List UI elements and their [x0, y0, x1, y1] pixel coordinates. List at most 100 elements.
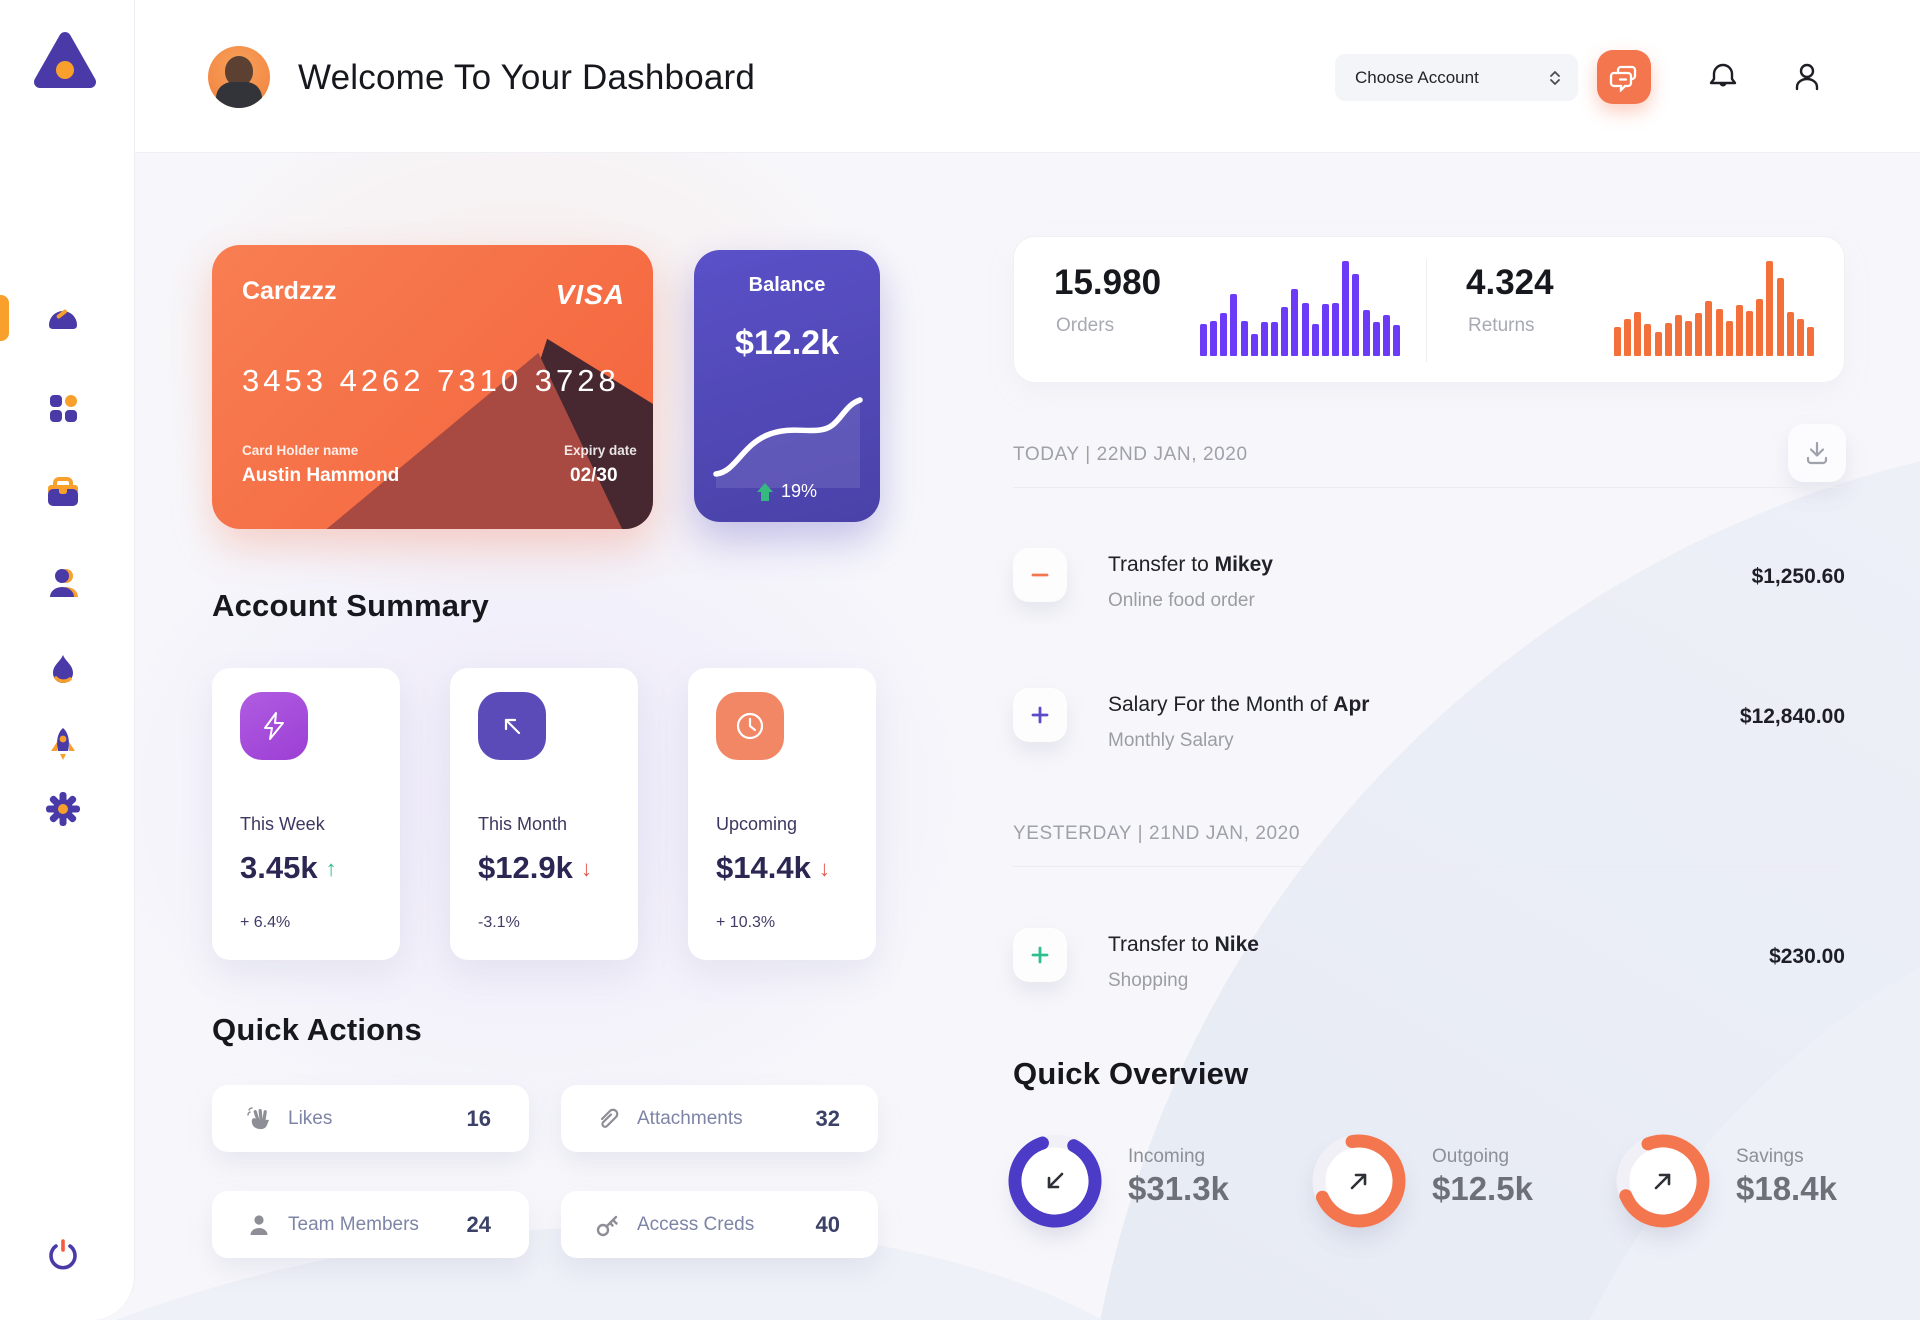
flame-icon[interactable]	[44, 651, 82, 689]
summary-card-this-week[interactable]: This Week 3.45k ↑ + 6.4%	[212, 668, 400, 960]
arrow-up-right-icon	[1350, 1173, 1367, 1190]
quick-action-attachments[interactable]: Attachments 32	[561, 1085, 878, 1152]
header: Welcome To Your Dashboard Choose Account	[135, 0, 1920, 153]
download-button[interactable]	[1788, 424, 1846, 482]
balance-label: Balance	[748, 274, 826, 296]
clock-icon	[736, 712, 764, 740]
transaction-subtitle: Online food order	[1108, 590, 1255, 611]
transaction-title: Transfer to Nike	[1108, 933, 1259, 956]
expiry-date: 02/30	[570, 465, 618, 486]
savings-donut	[1610, 1128, 1716, 1234]
choose-account-label: Choose Account	[1355, 67, 1479, 87]
briefcase-icon[interactable]	[44, 474, 82, 512]
arrow-down-left-icon	[1047, 1172, 1064, 1189]
user-icon[interactable]	[44, 564, 82, 602]
incoming-donut	[1002, 1128, 1108, 1234]
savings-value: $18.4k	[1736, 1170, 1837, 1207]
orders-bar-chart	[1200, 258, 1400, 356]
choose-account-select[interactable]: Choose Account	[1335, 54, 1578, 101]
user-avatar[interactable]	[208, 46, 270, 108]
transaction-subtitle: Shopping	[1108, 970, 1189, 991]
summary-delta: -3.1%	[478, 914, 520, 931]
transaction-title: Transfer to Mikey	[1108, 553, 1273, 576]
transaction-title: Salary For the Month of Apr	[1108, 693, 1370, 716]
account-summary-title: Account Summary	[212, 588, 489, 623]
visa-logo: VISA	[555, 279, 625, 310]
quick-action-label: Likes	[288, 1107, 333, 1129]
quick-actions-title: Quick Actions	[212, 1012, 422, 1047]
outgoing-label: Outgoing	[1432, 1146, 1510, 1167]
summary-delta: + 10.3%	[716, 914, 776, 931]
quick-action-count: 40	[815, 1211, 840, 1237]
outgoing-value: $12.5k	[1432, 1170, 1533, 1207]
arrow-up-right-icon	[1654, 1173, 1671, 1190]
quick-action-likes[interactable]: Likes 16	[212, 1085, 529, 1152]
download-icon	[1806, 441, 1828, 465]
balance-card[interactable]: Balance $12.2k 19%	[694, 250, 880, 522]
orders-label: Orders	[1056, 315, 1115, 336]
profile-icon[interactable]	[1790, 60, 1824, 94]
summary-label: This Month	[478, 814, 568, 834]
person-icon	[250, 1214, 268, 1235]
quick-action-count: 32	[815, 1105, 840, 1131]
summary-card-upcoming[interactable]: Upcoming $14.4k ↓ + 10.3%	[688, 668, 876, 960]
transaction-minus-icon	[1013, 548, 1067, 602]
quick-action-label: Access Creds	[637, 1213, 755, 1235]
card-name: Cardzzz	[242, 277, 337, 305]
quick-action-label: Attachments	[637, 1107, 743, 1129]
rocket-icon[interactable]	[44, 725, 82, 763]
balance-sparkline	[713, 397, 863, 488]
summary-delta: + 6.4%	[240, 914, 291, 931]
gear-icon[interactable]	[44, 790, 82, 828]
quick-action-team-members[interactable]: Team Members 24	[212, 1191, 529, 1258]
divider	[1013, 866, 1845, 867]
quick-action-access-creds[interactable]: Access Creds 40	[561, 1191, 878, 1258]
key-icon	[596, 1215, 618, 1236]
paperclip-icon	[600, 1108, 619, 1128]
card-holder-name: Austin Hammond	[242, 465, 400, 486]
transaction-plus-icon	[1013, 928, 1067, 982]
sidebar	[0, 0, 135, 1320]
returns-value: 4.324	[1466, 263, 1554, 302]
orders-value: 15.980	[1054, 263, 1162, 302]
divider	[1013, 487, 1845, 488]
notifications-bell-icon[interactable]	[1706, 60, 1740, 94]
date-header-today: TODAY | 22ND JAN, 2020	[1013, 444, 1248, 465]
quick-action-count: 16	[466, 1105, 491, 1131]
summary-value: $14.4k ↓	[716, 850, 830, 885]
select-chevrons-icon	[1550, 70, 1560, 85]
quick-action-count: 24	[466, 1211, 491, 1237]
quick-action-label: Team Members	[288, 1213, 419, 1235]
date-header-yesterday: YESTERDAY | 21ND JAN, 2020	[1013, 823, 1300, 844]
card-holder-label: Card Holder name	[242, 443, 359, 458]
grid-icon[interactable]	[44, 389, 82, 427]
app-logo[interactable]	[34, 30, 96, 92]
transaction-amount: $12,840.00	[1739, 705, 1845, 728]
returns-label: Returns	[1468, 315, 1535, 336]
speedometer-icon[interactable]	[44, 298, 82, 336]
page-title: Welcome To Your Dashboard	[298, 58, 756, 97]
lightning-icon	[264, 712, 284, 740]
quick-overview-title: Quick Overview	[1013, 1056, 1249, 1091]
hand-icon	[247, 1106, 269, 1129]
summary-value: $12.9k ↓	[478, 850, 592, 885]
stats-divider	[1426, 259, 1427, 362]
up-arrow-icon	[756, 482, 773, 501]
credit-card[interactable]: Cardzzz VISA 3453 4262 7310 3728 Card Ho…	[212, 245, 653, 529]
returns-bar-chart	[1614, 258, 1814, 356]
transaction-amount: $230.00	[1769, 945, 1845, 968]
transaction-amount: $1,250.60	[1751, 565, 1845, 588]
transaction-subtitle: Monthly Salary	[1108, 730, 1234, 751]
summary-label: Upcoming	[716, 814, 798, 834]
savings-label: Savings	[1736, 1146, 1804, 1167]
power-icon[interactable]	[44, 1237, 82, 1275]
summary-value: 3.45k ↑	[240, 850, 337, 885]
orders-returns-stats-card: 15.980 Orders 4.324 Returns	[1013, 236, 1845, 383]
balance-change: 19%	[694, 481, 880, 502]
summary-card-this-month[interactable]: This Month $12.9k ↓ -3.1%	[450, 668, 638, 960]
incoming-value: $31.3k	[1128, 1170, 1229, 1207]
active-nav-indicator	[0, 295, 9, 341]
chat-icon	[1609, 65, 1637, 92]
chat-button[interactable]	[1597, 50, 1651, 104]
